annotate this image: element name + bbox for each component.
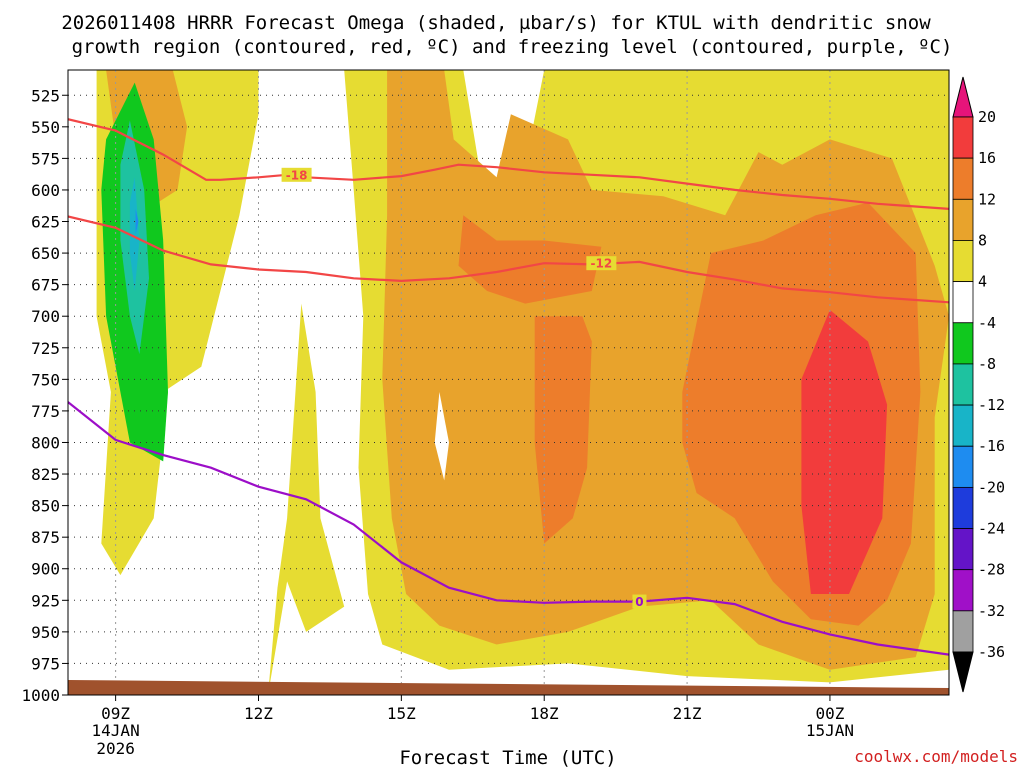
- colorbar-segment--12--8: [952, 363, 974, 406]
- colorbar-label--24: -24: [978, 520, 1005, 538]
- contour-label-bg--18: [281, 167, 312, 182]
- colorbar-label--28: -28: [978, 561, 1005, 579]
- chart-title-line-1: 2026011408 HRRR Forecast Omega (shaded, …: [61, 12, 931, 34]
- colorbar-label-16: 16: [978, 149, 996, 167]
- colorbar-label-8: 8: [978, 231, 987, 249]
- y-tick-label-625: 625: [31, 213, 60, 232]
- y-tick-label-1000: 1000: [21, 686, 60, 705]
- colorbar-label--16: -16: [978, 437, 1005, 455]
- x-tick-label-21Z: 21Z: [673, 704, 702, 723]
- contour-label--12: -12: [591, 257, 613, 271]
- y-tick-label-650: 650: [31, 244, 60, 263]
- ground-layer: [68, 680, 949, 695]
- colorbar-label--36: -36: [978, 643, 1005, 661]
- y-tick-label-700: 700: [31, 307, 60, 326]
- x-tick-label-12Z: 12Z: [244, 704, 273, 723]
- y-tick-label-850: 850: [31, 497, 60, 516]
- colorbar-segment--36--32: [952, 610, 974, 653]
- contour-line--12: [68, 215, 949, 304]
- contour-label-bg--12: [586, 256, 617, 271]
- y-tick-label-875: 875: [31, 528, 60, 547]
- contour-label--18: -18: [286, 168, 308, 182]
- y-tick-label-800: 800: [31, 433, 60, 452]
- y-axis: 525 550 575 600 625 650 675 700 725 750 775 800 825 8…: [21, 86, 68, 705]
- omega-region-13: [129, 177, 140, 291]
- x-tick-date-00Z: 15JAN: [806, 721, 854, 740]
- omega-region-6: [458, 215, 602, 304]
- contour-line--18: [68, 118, 949, 210]
- colorbar-segment-16-20: [952, 116, 974, 159]
- credit-text: coolwx.com/models: [854, 747, 1018, 766]
- colorbar-segment--32--28: [952, 569, 974, 612]
- y-tick-label-600: 600: [31, 181, 60, 200]
- grid-layer: [68, 70, 949, 696]
- x-tick-label-15Z: 15Z: [387, 704, 416, 723]
- x-tick-label-18Z: 18Z: [530, 704, 559, 723]
- contour-label-bg-0: [632, 594, 647, 609]
- x-axis-title: Forecast Time (UTC): [399, 747, 616, 768]
- y-tick-label-900: 900: [31, 560, 60, 579]
- y-tick-label-825: 825: [31, 465, 60, 484]
- y-tick-label-575: 575: [31, 149, 60, 168]
- y-tick-label-925: 925: [31, 591, 60, 610]
- y-tick-label-975: 975: [31, 654, 60, 673]
- colorbar: 20 16 12 8 4 -4 -8 -12 -16 -20 -24 -28 -32 -36: [952, 76, 1005, 693]
- contour-label-0: 0: [635, 595, 643, 609]
- contour-layer: -18 -12 0: [68, 118, 949, 656]
- colorbar-segment--28--24: [952, 528, 974, 571]
- colorbar-segment-8-12: [952, 198, 974, 241]
- omega-region-7: [534, 316, 592, 544]
- colorbar-segment--16--12: [952, 404, 974, 447]
- colorbar-segment--20--16: [952, 445, 974, 488]
- colorbar-bottom-arrow: [952, 651, 974, 693]
- omega-region-9: [801, 309, 888, 594]
- contour-line-0: [68, 401, 949, 656]
- colorbar-segment-4-8: [952, 240, 974, 283]
- colorbar-segment--4-4: [952, 281, 974, 324]
- x-tick-date-09Z: 14JAN: [92, 721, 140, 740]
- chart-title-line-2: growth region (contoured, red, ºC) and f…: [72, 36, 953, 58]
- omega-shading-layer: [96, 70, 949, 695]
- y-tick-label-775: 775: [31, 402, 60, 421]
- plot-area: -18 -12 0: [67, 69, 950, 696]
- colorbar-segment--8--4: [952, 322, 974, 365]
- x-tick-label-00Z: 00Z: [815, 704, 844, 723]
- y-tick-label-950: 950: [31, 623, 60, 642]
- colorbar-label--8: -8: [978, 355, 996, 373]
- y-tick-label-550: 550: [31, 118, 60, 137]
- colorbar-label--20: -20: [978, 478, 1005, 496]
- x-tick-year-09Z: 2026: [96, 739, 135, 758]
- plot-frame: [67, 69, 950, 696]
- colorbar-label--12: -12: [978, 396, 1005, 414]
- colorbar-segment--24--20: [952, 486, 974, 529]
- colorbar-label-12: 12: [978, 190, 996, 208]
- colorbar-label-4: 4: [978, 273, 987, 291]
- colorbar-segment-12-16: [952, 157, 974, 200]
- colorbar-label--4: -4: [978, 314, 996, 332]
- colorbar-label--32: -32: [978, 602, 1005, 620]
- x-tick-label-09Z: 09Z: [101, 704, 130, 723]
- y-tick-label-525: 525: [31, 86, 60, 105]
- y-tick-label-675: 675: [31, 276, 60, 295]
- omega-region-10: [434, 392, 449, 481]
- omega-region-14: [135, 208, 139, 235]
- y-tick-label-725: 725: [31, 339, 60, 358]
- ground-terrain: [68, 680, 949, 695]
- colorbar-label-20: 20: [978, 108, 996, 126]
- y-tick-label-750: 750: [31, 370, 60, 389]
